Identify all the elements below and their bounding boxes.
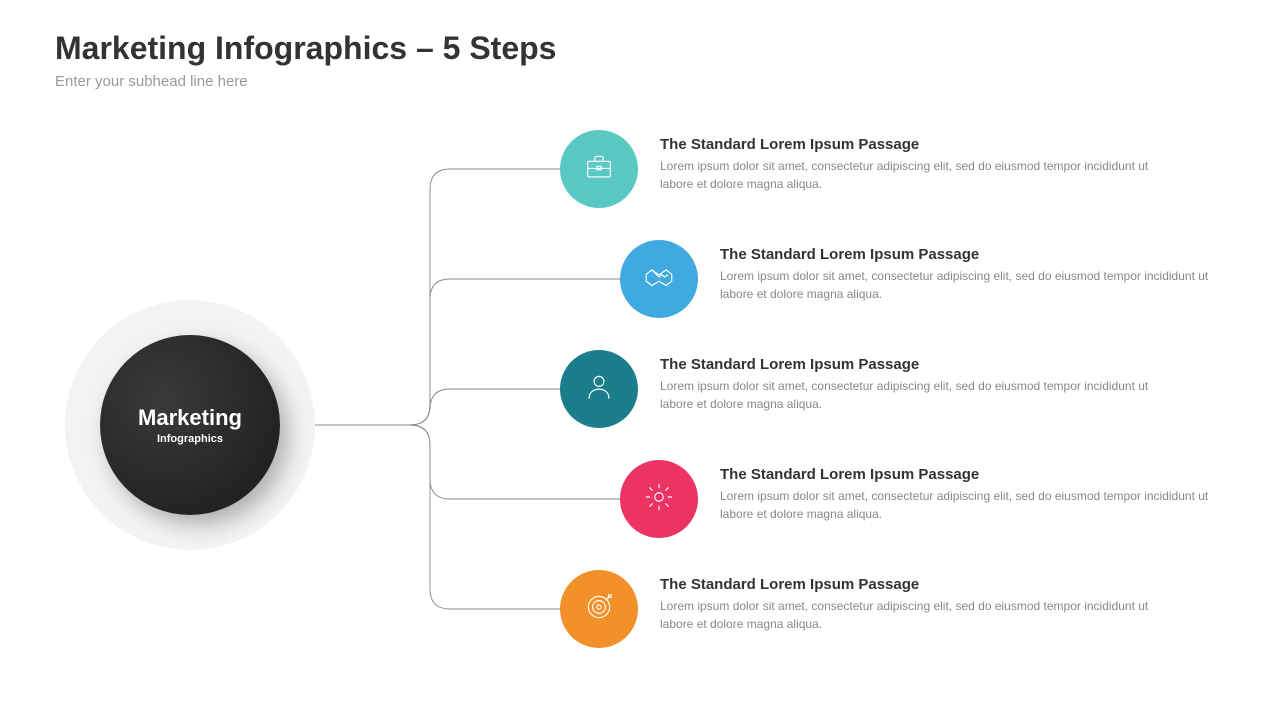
briefcase-icon [582,150,616,189]
hub-title: Marketing [138,405,242,431]
step-title-4: The Standard Lorem Ipsum Passage [720,466,1240,483]
step-body-4: Lorem ipsum dolor sit amet, consectetur … [720,487,1240,523]
step-title-3: The Standard Lorem Ipsum Passage [660,356,1180,373]
step-node-2 [620,240,698,318]
step-body-2: Lorem ipsum dolor sit amet, consectetur … [720,267,1240,303]
page-subtitle: Enter your subhead line here [55,73,556,90]
step-text-2: The Standard Lorem Ipsum Passage Lorem ip… [720,246,1240,303]
step-title-2: The Standard Lorem Ipsum Passage [720,246,1240,263]
step-title-1: The Standard Lorem Ipsum Passage [660,136,1180,153]
step-text-5: The Standard Lorem Ipsum Passage Lorem ip… [660,576,1180,633]
hub-inner-circle: Marketing Infographics [100,335,280,515]
step-node-4 [620,460,698,538]
step-text-1: The Standard Lorem Ipsum Passage Lorem ip… [660,136,1180,193]
step-body-1: Lorem ipsum dolor sit amet, consectetur … [660,157,1180,193]
step-node-1 [560,130,638,208]
step-title-5: The Standard Lorem Ipsum Passage [660,576,1180,593]
step-text-3: The Standard Lorem Ipsum Passage Lorem ip… [660,356,1180,413]
step-node-5 [560,570,638,648]
handshake-icon [642,260,676,299]
step-node-3 [560,350,638,428]
header: Marketing Infographics – 5 Steps Enter y… [55,30,556,90]
step-text-4: The Standard Lorem Ipsum Passage Lorem ip… [720,466,1240,523]
target-icon [582,590,616,629]
step-body-5: Lorem ipsum dolor sit amet, consectetur … [660,597,1180,633]
step-body-3: Lorem ipsum dolor sit amet, consectetur … [660,377,1180,413]
page-title: Marketing Infographics – 5 Steps [55,30,556,67]
gear-icon [642,480,676,519]
hub-subtitle: Infographics [157,433,223,445]
person-icon [582,370,616,409]
